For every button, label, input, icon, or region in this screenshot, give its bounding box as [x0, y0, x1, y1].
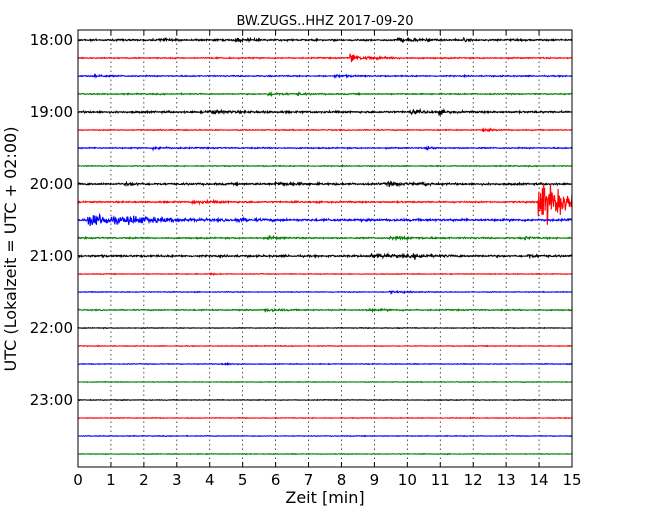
trace-line-2130: [77, 289, 573, 296]
x-tick-label: 2: [139, 471, 149, 489]
trace-line-2000: [77, 180, 573, 188]
x-tick-label: 3: [172, 471, 182, 489]
y-tick-label: 21:00: [30, 247, 73, 265]
trace-line-2345: [77, 452, 573, 456]
trace-line-1845: [77, 91, 573, 98]
trace-line-1800: [77, 36, 573, 44]
y-tick-label: 19:00: [30, 103, 73, 121]
x-axis-label: Zeit [min]: [285, 488, 364, 507]
x-tick-label: 8: [337, 471, 347, 489]
grid-lines: [110, 30, 540, 467]
trace-line-2230: [77, 361, 573, 367]
trace-line-2115: [77, 272, 573, 276]
trace-line-2215: [77, 344, 573, 348]
trace-line-2245: [77, 380, 573, 384]
x-tick-label: 12: [464, 471, 483, 489]
trace-line-1915: [77, 127, 573, 133]
trace-line-2030: [77, 212, 573, 227]
trace-line-2315: [77, 416, 573, 420]
x-tick-label: 11: [431, 471, 450, 489]
trace-lines: [77, 36, 573, 456]
x-tick-label: 13: [497, 471, 516, 489]
x-tick-label: 9: [370, 471, 380, 489]
trace-line-1900: [77, 107, 573, 117]
x-tick-label: 7: [304, 471, 314, 489]
trace-line-2045: [77, 234, 573, 242]
y-tick-label: 23:00: [30, 391, 73, 409]
trace-line-2330: [77, 434, 572, 438]
x-tick-label: 0: [73, 471, 83, 489]
trace-line-1815: [77, 53, 573, 63]
x-tick-label: 14: [530, 471, 549, 489]
x-tick-label: 10: [398, 471, 417, 489]
trace-line-1945: [78, 163, 573, 168]
x-tick-label: 6: [271, 471, 281, 489]
x-tick-label: 15: [562, 471, 581, 489]
trace-line-2100: [77, 251, 573, 260]
trace-line-1930: [77, 145, 573, 152]
plot-frame: [77, 29, 573, 468]
trace-line-2145: [77, 307, 573, 314]
y-tick-label: 20:00: [30, 175, 73, 193]
x-tick-label: 1: [106, 471, 116, 489]
trace-line-2300: [77, 398, 573, 402]
x-tick-label: 5: [238, 471, 248, 489]
y-tick-label: 22:00: [30, 319, 73, 337]
y-tick-label: 18:00: [30, 31, 73, 49]
axes: 0 1 2 3 4 5 6 7 8 9 10 11 12 13 14 1518:0019:0020:0021:…: [30, 29, 582, 489]
trace-line-2200: [77, 326, 573, 330]
trace-line-1830: [77, 73, 573, 80]
chart-title: BW.ZUGS..HHZ 2017-09-20: [236, 14, 413, 29]
trace-line-2015: [77, 183, 573, 225]
x-tick-label: 4: [205, 471, 215, 489]
y-axis-label: UTC (Lokalzeit = UTC + 02:00): [1, 127, 20, 372]
